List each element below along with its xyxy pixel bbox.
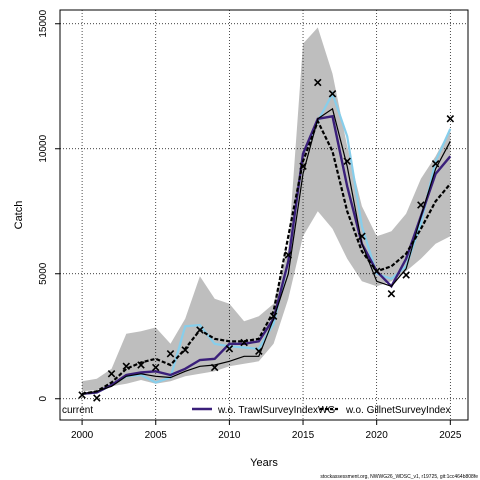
series-line-gillnet: [81, 118, 452, 395]
x-tick-label: 2010: [218, 430, 241, 441]
y-axis: 0 5000 10000 15000: [38, 9, 60, 402]
observed-point: [446, 114, 455, 123]
series-layer: [81, 91, 452, 395]
observed-point: [122, 362, 131, 371]
observed-point: [225, 344, 234, 353]
legend-label-gillnet: w.o. GillnetSurveyIndex: [345, 405, 451, 416]
observed-point: [196, 326, 204, 334]
observed-point: [93, 394, 101, 402]
observed-point: [181, 346, 189, 354]
confidence-band: [82, 27, 451, 392]
observed-point: [78, 391, 86, 399]
observed-point: [358, 232, 366, 241]
observed-point: [255, 347, 263, 356]
observed-point: [313, 78, 322, 87]
legend-label-current: current: [62, 405, 93, 416]
y-tick-label: 5000: [38, 262, 49, 285]
observed-point: [284, 251, 293, 259]
observed-point: [372, 267, 381, 276]
y-tick-label: 0: [38, 396, 49, 402]
observed-point: [343, 157, 351, 166]
observed-point: [299, 162, 307, 171]
observed-point: [387, 289, 396, 298]
observed-point: [240, 338, 248, 347]
series-line-current: [81, 107, 451, 395]
legend-label-trawl: w.o. TrawlSurveyIndexWG: [217, 405, 335, 416]
x-tick-label: 2005: [145, 430, 168, 441]
footer-text: stockassessment.org, NWWG26_WDSC_v1, r19…: [320, 474, 478, 480]
observed-point: [137, 361, 145, 369]
plot-frame: [59, 9, 469, 421]
legend: current w.o. TrawlSurveyIndexWG w.o. Gilln…: [62, 405, 451, 416]
x-tick-label: 2020: [366, 430, 389, 441]
x-tick-label: 2000: [71, 430, 94, 441]
observed-point: [151, 363, 160, 372]
x-tick-label: 2025: [439, 430, 462, 441]
observed-point: [328, 89, 337, 98]
observed-points-layer: [78, 78, 455, 402]
x-axis: 2000 2005 2010 2015 2020 2025: [71, 420, 462, 441]
x-tick-label: 2015: [292, 430, 315, 441]
y-tick-label: 10000: [38, 134, 49, 162]
y-axis-title: Catch: [13, 201, 25, 230]
observed-point: [417, 201, 425, 209]
observed-point: [166, 349, 175, 358]
observed-point: [210, 363, 219, 372]
x-axis-title: Years: [250, 457, 278, 469]
observed-point: [402, 271, 410, 279]
grid-layer: [60, 10, 468, 420]
observed-point: [269, 312, 278, 321]
series-line-trawl: [81, 114, 452, 395]
confidence-band-layer: [82, 27, 451, 392]
observed-point: [107, 369, 116, 378]
y-tick-label: 15000: [38, 9, 49, 37]
observed-point: [431, 159, 440, 168]
